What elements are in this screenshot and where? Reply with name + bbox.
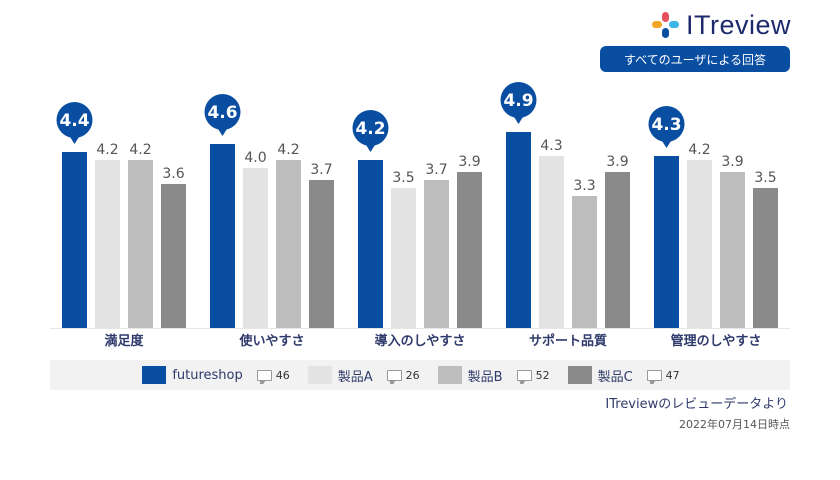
legend-item-product-b: 製品B 52 bbox=[437, 366, 550, 385]
category-label: サポート品質 bbox=[529, 333, 607, 349]
review-count-value: 47 bbox=[665, 368, 680, 382]
category-label: 満足度 bbox=[104, 333, 144, 349]
legend-swatch bbox=[567, 366, 592, 384]
bar-chart: 4.4 4.2 4.2 3.6 満足度 4.6 4.0 4.2 3.7 使いやすさ 4.2 3.5 3.… bbox=[50, 82, 790, 349]
data-label: 3.9 bbox=[458, 154, 480, 170]
category-label: 使いやすさ bbox=[238, 333, 304, 349]
bar bbox=[753, 188, 778, 328]
legend-swatch bbox=[142, 366, 167, 384]
bar bbox=[391, 188, 416, 328]
itreview-logo: ITreview bbox=[650, 8, 795, 42]
data-label: 4.2 bbox=[96, 142, 118, 158]
date-note: 2022年07月14日時点 bbox=[679, 418, 790, 431]
data-label: 3.6 bbox=[162, 166, 184, 182]
data-label: 4.9 bbox=[503, 91, 533, 111]
bar bbox=[506, 132, 531, 328]
speech-bubble-icon bbox=[256, 369, 272, 381]
bar bbox=[654, 156, 679, 328]
bar bbox=[572, 196, 597, 328]
legend-swatch bbox=[437, 366, 462, 384]
bar bbox=[309, 180, 334, 328]
bar bbox=[457, 172, 482, 328]
data-label: 3.9 bbox=[721, 154, 743, 170]
category-label: 導入のしやすさ bbox=[375, 333, 466, 349]
data-label: 3.3 bbox=[573, 178, 595, 194]
legend-swatch bbox=[307, 366, 332, 384]
data-label: 3.9 bbox=[606, 154, 628, 170]
bar bbox=[243, 168, 268, 328]
category-label: 管理のしやすさ bbox=[671, 333, 762, 349]
speech-bubble-icon bbox=[646, 369, 662, 381]
legend-label: futureshop bbox=[172, 367, 243, 383]
bar bbox=[539, 156, 564, 328]
speech-bubble-icon bbox=[386, 369, 402, 381]
logo-cross-icon bbox=[652, 12, 679, 38]
logo-text: ITreview bbox=[686, 9, 792, 40]
review-count: 47 bbox=[646, 368, 680, 382]
data-label: 4.0 bbox=[244, 150, 266, 166]
source-note: ITreviewのレビューデータより bbox=[605, 397, 788, 412]
legend-label: 製品B bbox=[467, 369, 503, 385]
value-callout: 4.2 bbox=[352, 110, 389, 152]
data-label: 3.7 bbox=[425, 162, 447, 178]
bar bbox=[605, 172, 630, 328]
data-label: 3.5 bbox=[392, 170, 414, 186]
review-count-value: 26 bbox=[405, 368, 420, 382]
bar bbox=[687, 160, 712, 328]
data-label: 4.2 bbox=[129, 142, 151, 158]
speech-bubble-icon bbox=[516, 369, 532, 381]
legend-item-product-c: 製品C 47 bbox=[567, 366, 680, 385]
legend-label: 製品C bbox=[597, 369, 633, 385]
legend: futureshop 46 製品A 26 製品B 52 製品C 47 bbox=[50, 360, 790, 390]
bar bbox=[358, 160, 383, 328]
bar bbox=[424, 180, 449, 328]
review-count-value: 52 bbox=[535, 368, 550, 382]
value-callout: 4.9 bbox=[500, 82, 537, 124]
bar bbox=[720, 172, 745, 328]
data-label: 3.5 bbox=[754, 170, 776, 186]
data-label: 4.3 bbox=[540, 138, 562, 154]
review-count: 26 bbox=[386, 368, 420, 382]
value-callout: 4.4 bbox=[56, 102, 93, 144]
review-count: 46 bbox=[256, 368, 290, 382]
data-label: 4.6 bbox=[207, 103, 237, 123]
data-label: 4.3 bbox=[651, 115, 681, 135]
bar bbox=[62, 152, 87, 328]
value-callout: 4.6 bbox=[204, 94, 241, 136]
data-label: 3.7 bbox=[310, 162, 332, 178]
data-label: 4.2 bbox=[355, 119, 385, 139]
bar bbox=[276, 160, 301, 328]
review-count: 52 bbox=[516, 368, 550, 382]
legend-label: 製品A bbox=[337, 369, 373, 385]
legend-item-product-a: 製品A 26 bbox=[307, 366, 420, 385]
data-label: 4.2 bbox=[688, 142, 710, 158]
legend-item-futureshop: futureshop 46 bbox=[142, 366, 290, 384]
bar bbox=[161, 184, 186, 328]
respondents-badge: すべてのユーザによる回答 bbox=[600, 46, 790, 72]
review-count-value: 46 bbox=[275, 368, 290, 382]
data-label: 4.2 bbox=[277, 142, 299, 158]
data-label: 4.4 bbox=[59, 111, 89, 131]
bar bbox=[210, 144, 235, 328]
bar bbox=[128, 160, 153, 328]
bar bbox=[95, 160, 120, 328]
value-callout: 4.3 bbox=[648, 106, 685, 148]
